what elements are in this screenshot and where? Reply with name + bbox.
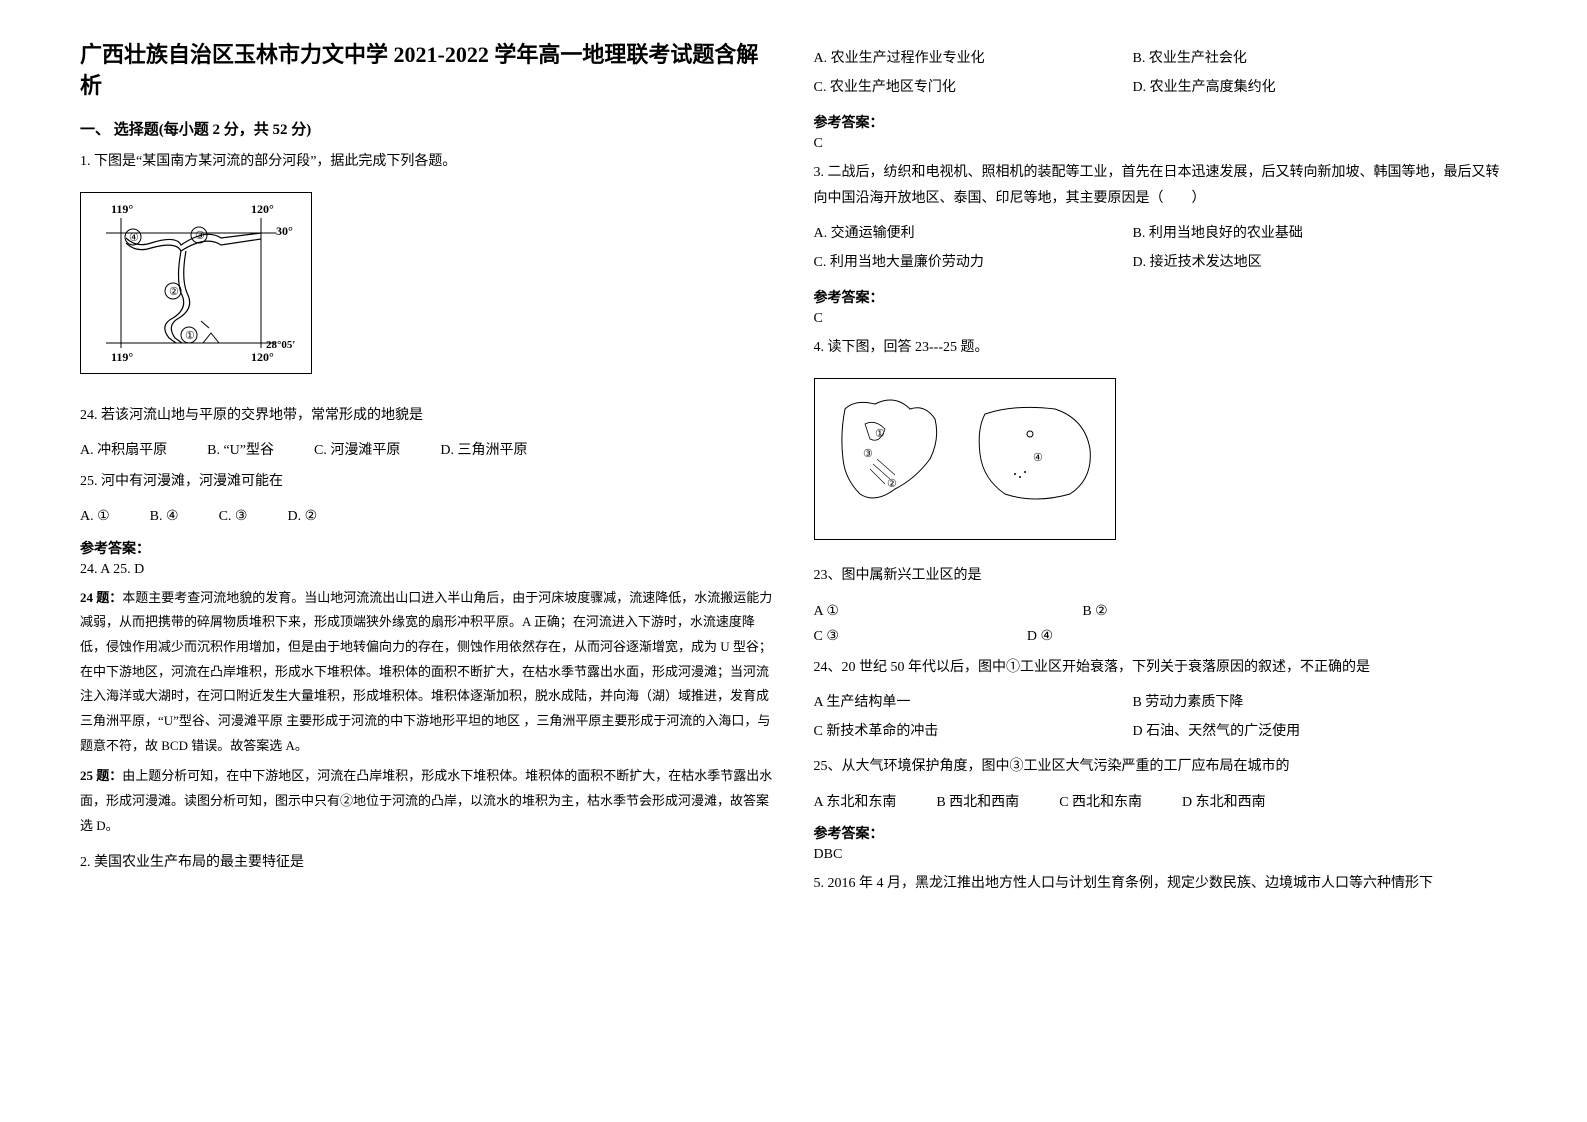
explain25-text: 由上题分析可知，在中下游地区，河流在凸岸堆积，形成水下堆积体。堆积体的面积不断扩…	[80, 768, 772, 832]
section-heading: 一、 选择题(每小题 2 分，共 52 分)	[80, 118, 774, 139]
q23b: 23、图中属新兴工业区的是	[814, 563, 1508, 588]
ans-24-25: 24. A 25. D	[80, 562, 774, 578]
opt-c: C. 农业生产地区专门化	[814, 75, 1133, 100]
q24b-options: A 生产结构单一 B 劳动力素质下降 C 新技术革命的冲击 D 石油、天然气的广…	[814, 690, 1508, 748]
opt-c: C. 河漫滩平原	[314, 438, 400, 463]
opt-b: B ②	[1082, 599, 1311, 624]
answer-label: 参考答案：	[80, 538, 774, 558]
opt-a: A. 农业生产过程作业专业化	[814, 46, 1133, 71]
opt-d: D 东北和西南	[1182, 790, 1266, 815]
opt-a: A ①	[814, 599, 1043, 624]
opt-b: B 劳动力素质下降	[1133, 690, 1452, 715]
ans2: C	[814, 136, 1508, 152]
opt-d: D. 农业生产高度集约化	[1133, 75, 1452, 100]
svg-text:③: ③	[863, 448, 873, 460]
opt-d: D 石油、天然气的广泛使用	[1133, 719, 1452, 744]
ans4: DBC	[814, 847, 1508, 863]
q24-options: A. 冲积扇平原 B. “U”型谷 C. 河漫滩平原 D. 三角洲平原	[80, 438, 774, 463]
svg-text:120°: 120°	[251, 350, 274, 364]
q24b: 24、20 世纪 50 年代以后，图中①工业区开始衰落，下列关于衰落原因的叙述，…	[814, 655, 1508, 680]
q25b-options: A 东北和东南 B 西北和西南 C 西北和东南 D 东北和西南	[814, 790, 1508, 815]
opt-b: B 西北和西南	[936, 790, 1019, 815]
q5: 5. 2016 年 4 月，黑龙江推出地方性人口与计划生育条例，规定少数民族、边…	[814, 871, 1508, 896]
figure-world-map: ① ③ ② ④	[814, 378, 1116, 540]
opt-c: C 西北和东南	[1059, 790, 1142, 815]
answer-label: 参考答案：	[814, 823, 1508, 843]
explain24-text: 本题主要考查河流地貌的发育。当山地河流流出山口进入半山角后，由于河床坡度骤减，流…	[80, 590, 772, 753]
svg-text:28°05′: 28°05′	[266, 339, 296, 351]
ans3: C	[814, 311, 1508, 327]
opt-d: D ④	[1027, 624, 1256, 649]
q25b: 25、从大气环境保护角度，图中③工业区大气污染严重的工厂应布局在城市的	[814, 754, 1508, 779]
opt-d: D. ②	[287, 504, 317, 529]
answer-label: 参考答案：	[814, 112, 1508, 132]
q2-options: A. 农业生产过程作业专业化 B. 农业生产社会化 C. 农业生产地区专门化 D…	[814, 46, 1508, 104]
opt-a: A. 冲积扇平原	[80, 438, 167, 463]
svg-text:②: ②	[169, 286, 179, 298]
explain25-title: 25 题：	[80, 768, 122, 783]
svg-text:120°: 120°	[251, 202, 274, 216]
opt-a: A. 交通运输便利	[814, 221, 1133, 246]
q1-intro: 1. 下图是“某国南方某河流的部分河段”，据此完成下列各题。	[80, 149, 774, 174]
q4-intro: 4. 读下图，回答 23---25 题。	[814, 335, 1508, 360]
answer-label: 参考答案：	[814, 287, 1508, 307]
opt-a: A 东北和东南	[814, 790, 897, 815]
svg-text:④: ④	[1033, 452, 1043, 464]
svg-text:①: ①	[185, 330, 195, 342]
opt-d: D. 接近技术发达地区	[1133, 250, 1452, 275]
q2: 2. 美国农业生产布局的最主要特征是	[80, 850, 774, 875]
svg-text:30°: 30°	[276, 224, 293, 238]
opt-b: B. ④	[150, 504, 179, 529]
opt-a: A 生产结构单一	[814, 690, 1133, 715]
q25-options: A. ① B. ④ C. ③ D. ②	[80, 504, 774, 529]
explain24: 24 题：本题主要考查河流地貌的发育。当山地河流流出山口进入半山角后，由于河床坡…	[80, 586, 774, 759]
q3-options: A. 交通运输便利 B. 利用当地良好的农业基础 C. 利用当地大量廉价劳动力 …	[814, 221, 1508, 279]
q25: 25. 河中有河漫滩，河漫滩可能在	[80, 469, 774, 494]
opt-c: C ③	[814, 624, 987, 649]
opt-b: B. 利用当地良好的农业基础	[1133, 221, 1452, 246]
opt-c: C 新技术革命的冲击	[814, 719, 1133, 744]
opt-b: B. “U”型谷	[207, 438, 274, 463]
opt-b: B. 农业生产社会化	[1133, 46, 1452, 71]
q3: 3. 二战后，纺织和电视机、照相机的装配等工业，首先在日本迅速发展，后又转向新加…	[814, 160, 1508, 210]
opt-c: C. 利用当地大量廉价劳动力	[814, 250, 1133, 275]
svg-text:①: ①	[875, 428, 885, 440]
svg-text:119°: 119°	[111, 202, 133, 216]
svg-text:③: ③	[195, 230, 205, 242]
svg-text:②: ②	[887, 478, 897, 490]
figure-river-map: 119° 120° 30° 119° 120° 28°05′ ④ ③ ② ①	[80, 192, 312, 374]
q24: 24. 若该河流山地与平原的交界地带，常常形成的地貌是	[80, 403, 774, 428]
opt-a: A. ①	[80, 504, 110, 529]
explain25: 25 题：由上题分析可知，在中下游地区，河流在凸岸堆积，形成水下堆积体。堆积体的…	[80, 764, 774, 838]
opt-d: D. 三角洲平原	[440, 438, 527, 463]
svg-text:④: ④	[129, 232, 139, 244]
svg-text:119°: 119°	[111, 350, 133, 364]
explain24-title: 24 题：	[80, 590, 122, 605]
q23b-options: A ① B ② C ③ D ④	[814, 599, 1508, 649]
page-title: 广西壮族自治区玉林市力文中学 2021-2022 学年高一地理联考试题含解析	[80, 40, 774, 102]
opt-c: C. ③	[219, 504, 248, 529]
